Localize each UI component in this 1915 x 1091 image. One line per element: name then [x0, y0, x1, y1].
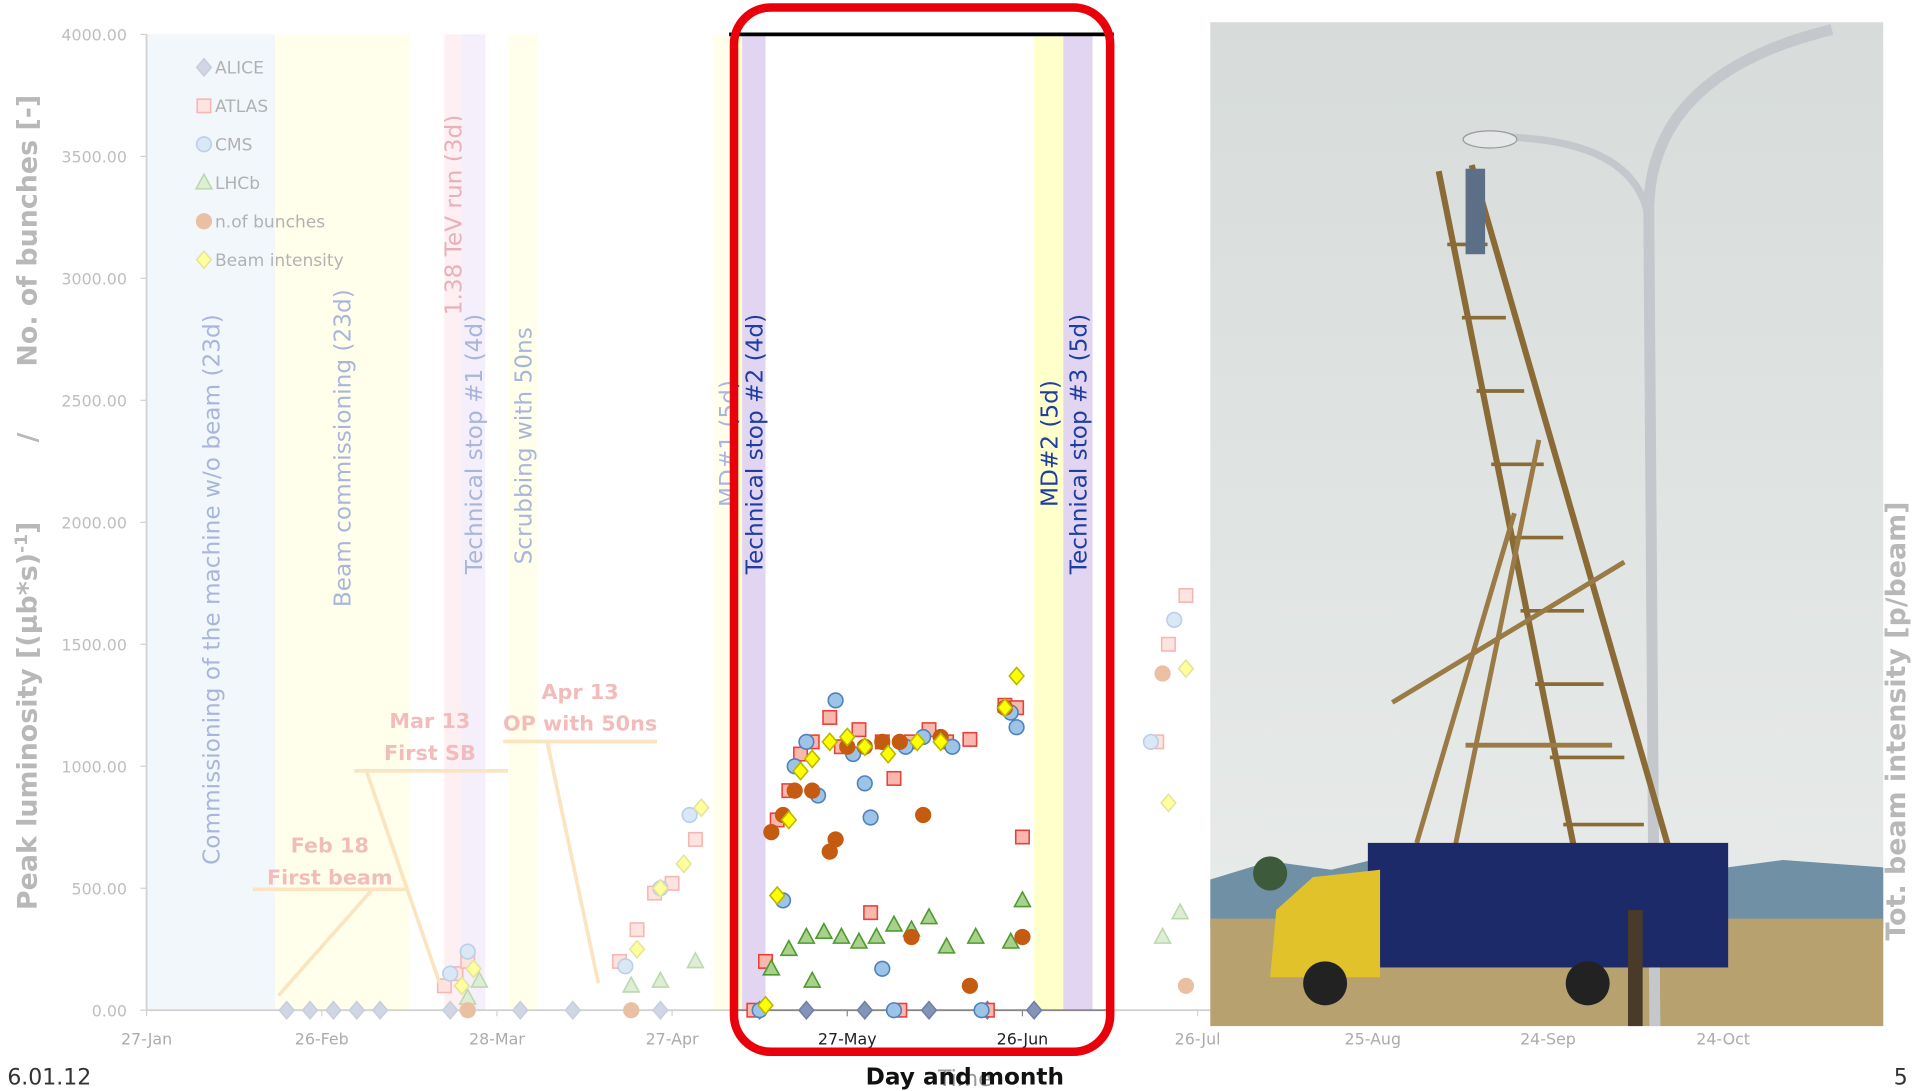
- photo-bamboo: [1391, 439, 1626, 856]
- x-title: Day and month: [866, 1064, 1064, 1091]
- band-label: Technical stop #2 (4d): [741, 314, 768, 575]
- photo: [1210, 22, 1884, 1027]
- marker: [996, 697, 1014, 718]
- marker: [919, 907, 939, 925]
- band: [1034, 34, 1064, 1011]
- marker: [1025, 1000, 1043, 1020]
- photo-pole: [1643, 24, 1834, 1027]
- marker: [798, 733, 815, 750]
- marker: [915, 806, 932, 824]
- marker: [884, 914, 904, 932]
- marker: [862, 809, 879, 826]
- marker: [1008, 719, 1025, 736]
- x-tick-label: 27-May: [818, 1029, 877, 1048]
- marker: [827, 831, 844, 848]
- photo-truck-box: [1367, 842, 1729, 968]
- photo-ladder-rails: [1435, 164, 1674, 856]
- marker: [1008, 666, 1025, 686]
- marker: [779, 939, 799, 957]
- marker: [1014, 928, 1031, 946]
- photo-wheel: [1565, 961, 1610, 1006]
- marker: [832, 926, 851, 944]
- band-label: MD#2 (5d): [1036, 380, 1063, 507]
- marker: [1014, 829, 1030, 845]
- photo-person: [1627, 910, 1643, 1027]
- fade-left: [0, 0, 731, 1061]
- marker: [903, 928, 920, 946]
- marker: [874, 960, 891, 977]
- band-label: Technical stop #3 (5d): [1065, 314, 1092, 575]
- band: [1063, 34, 1093, 1011]
- marker: [937, 936, 956, 954]
- photo-worker: [1465, 168, 1486, 255]
- marker: [851, 722, 867, 738]
- marker: [838, 727, 856, 747]
- marker: [966, 926, 985, 944]
- photo-wheel: [1303, 961, 1348, 1006]
- band: [742, 34, 766, 1011]
- highlight-box: [729, 3, 1115, 1057]
- marker: [856, 775, 873, 792]
- marker: [827, 692, 844, 709]
- marker: [814, 921, 834, 940]
- marker: [879, 744, 897, 764]
- marker: [768, 885, 786, 906]
- marker: [886, 770, 902, 786]
- x-tick-label: 26-Jun: [997, 1029, 1049, 1048]
- marker: [1013, 890, 1032, 908]
- marker: [763, 823, 780, 841]
- marker: [920, 1000, 938, 1020]
- marker: [932, 732, 950, 752]
- marker: [891, 733, 908, 750]
- marker: [973, 1002, 990, 1019]
- marker: [961, 977, 979, 994]
- marker: [804, 782, 821, 799]
- photo-lamp: [1462, 130, 1518, 149]
- x-title-behind: Time: [937, 1067, 992, 1091]
- marker: [822, 709, 838, 725]
- marker: [863, 905, 879, 921]
- footer-date: 6.01.12: [7, 1066, 91, 1091]
- page-number: 5: [1894, 1066, 1908, 1091]
- marker: [757, 995, 774, 1016]
- marker: [885, 1002, 903, 1019]
- marker: [798, 1000, 815, 1020]
- marker: [874, 733, 891, 750]
- photo-arm: [1483, 133, 1653, 221]
- marker: [1001, 931, 1021, 949]
- marker: [867, 926, 886, 944]
- marker: [780, 810, 798, 830]
- marker: [849, 931, 869, 949]
- marker: [797, 926, 816, 944]
- marker: [944, 738, 961, 755]
- marker: [786, 782, 803, 799]
- photo-tree: [1253, 856, 1288, 891]
- marker: [762, 958, 781, 976]
- marker: [821, 732, 839, 752]
- marker: [856, 1000, 874, 1020]
- photo-truck-cab: [1270, 869, 1381, 978]
- marker: [803, 749, 821, 769]
- marker: [962, 731, 978, 747]
- marker: [908, 732, 926, 752]
- marker: [802, 970, 822, 988]
- marker: [792, 761, 809, 781]
- marker: [856, 736, 874, 757]
